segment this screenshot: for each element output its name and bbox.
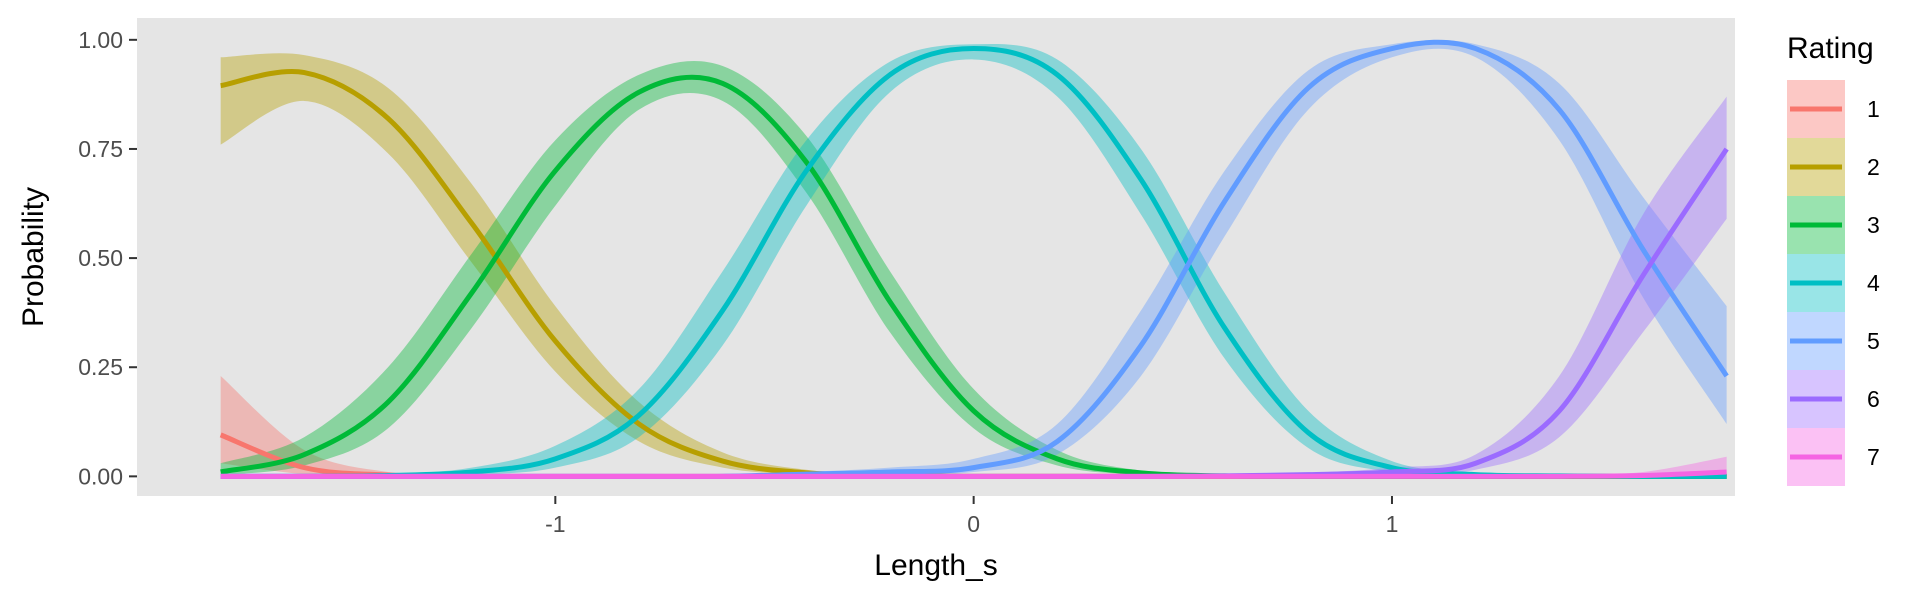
x-axis: -1 0 1 [545, 496, 1398, 537]
y-axis: 0.00 0.25 0.50 0.75 1.00 [78, 27, 137, 489]
legend-item-rating-1: 1 [1787, 80, 1880, 138]
y-axis-title: Probability [17, 187, 50, 327]
x-tick-label: 0 [967, 511, 980, 537]
series-lines [219, 39, 1729, 480]
y-tick-label: 0.50 [78, 245, 123, 271]
y-tick-label: 0.25 [78, 354, 123, 380]
legend-label: 2 [1867, 154, 1880, 180]
legend-label: 1 [1867, 96, 1880, 122]
series-line-rating-7 [220, 469, 1727, 479]
y-tick-label: 0.75 [78, 136, 123, 162]
legend-item-rating-5: 5 [1787, 312, 1880, 370]
legend-label: 5 [1867, 328, 1880, 354]
x-tick-label: -1 [545, 511, 565, 537]
plot-panel [137, 18, 1735, 496]
legend-item-rating-4: 4 [1787, 254, 1880, 312]
legend-item-rating-2: 2 [1787, 138, 1880, 196]
legend-label: 3 [1867, 212, 1880, 238]
confidence-bands [220, 40, 1727, 477]
y-tick-label: 0.00 [78, 463, 123, 489]
confidence-band-rating-3 [220, 61, 1727, 477]
legend: 1 2 3 4 5 6 7 [1787, 80, 1880, 486]
legend-label: 6 [1867, 386, 1880, 412]
x-tick-label: 1 [1386, 511, 1399, 537]
legend-item-rating-6: 6 [1787, 370, 1880, 428]
legend-item-rating-7: 7 [1787, 428, 1880, 486]
legend-label: 7 [1867, 444, 1880, 470]
confidence-band-rating-2 [220, 53, 1727, 477]
legend-label: 4 [1867, 270, 1880, 296]
legend-title: Rating [1787, 32, 1874, 65]
x-axis-title: Length_s [874, 549, 997, 582]
legend-item-rating-3: 3 [1787, 196, 1880, 254]
y-tick-label: 1.00 [78, 27, 123, 53]
